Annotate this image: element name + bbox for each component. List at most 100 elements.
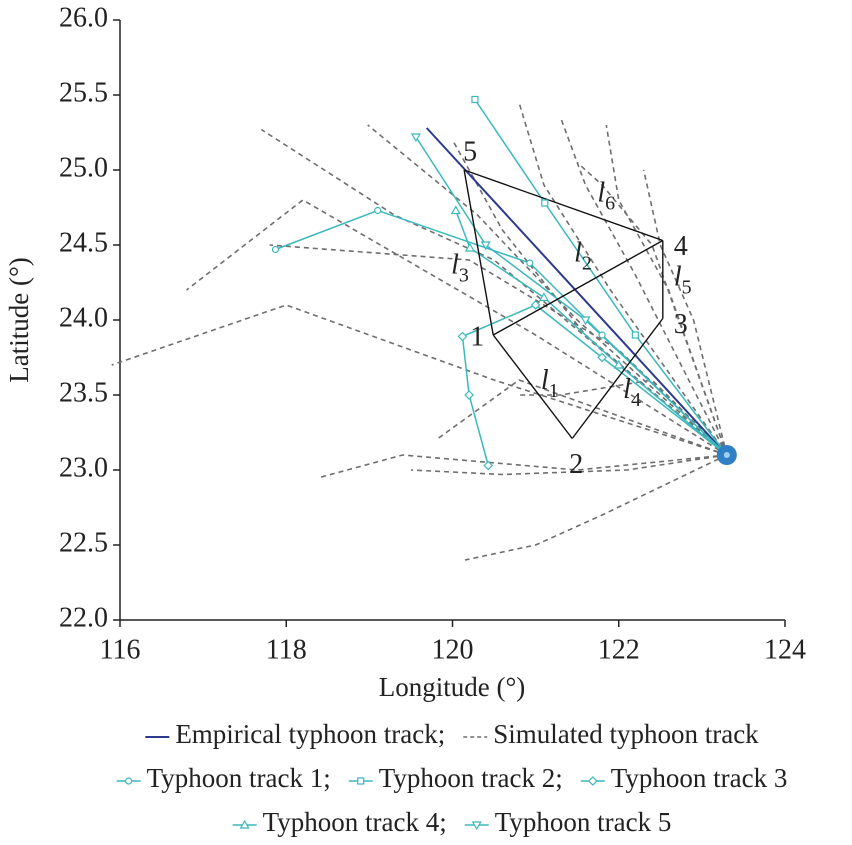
- track-marker: [580, 316, 591, 326]
- edge-label: l1: [541, 365, 559, 401]
- y-tick-label: 23.0: [59, 452, 108, 483]
- edge-label-sub: 3: [459, 264, 469, 286]
- simulated-track: [642, 169, 728, 456]
- legend-marker: [357, 777, 365, 785]
- legend-marker: [239, 819, 250, 829]
- polygon-edge: [492, 334, 573, 439]
- x-tick-label: 122: [598, 634, 640, 665]
- simulated-track: [319, 454, 727, 479]
- typhoon-eye: [723, 452, 730, 458]
- edge-label-letter: l: [541, 365, 549, 396]
- track-line: [275, 209, 728, 456]
- edge-label-sub: 6: [605, 192, 615, 214]
- track-marker: [410, 133, 421, 143]
- edge-label-letter: l: [674, 262, 682, 293]
- legend-label: Typhoon track 2;: [379, 763, 563, 793]
- x-axis-title: Longitude (°): [379, 672, 526, 702]
- vertex-label: 2: [569, 449, 583, 480]
- edge-label: l3: [451, 250, 469, 286]
- y-tick-label: 25.5: [59, 77, 108, 108]
- simulated-track: [605, 124, 728, 456]
- x-tick-label: 118: [266, 634, 307, 665]
- legend-marker: [471, 821, 482, 831]
- track-marker: [374, 206, 382, 215]
- track-marker: [613, 359, 624, 369]
- track-line: [474, 99, 728, 456]
- edge-label-letter: l: [623, 374, 631, 405]
- y-tick-label: 26.0: [59, 2, 108, 33]
- edge-label-sub: 1: [549, 380, 559, 402]
- legend-marker: [587, 776, 598, 786]
- track-marker: [471, 95, 479, 104]
- edge-label-letter: l: [597, 178, 605, 209]
- polygon-edge: [463, 169, 664, 242]
- legend-label: Typhoon track 3: [611, 763, 788, 793]
- simulated-track: [559, 117, 728, 456]
- simulated-track: [367, 124, 728, 456]
- legend-label: Typhoon track 5: [495, 807, 672, 837]
- track-marker: [464, 390, 474, 400]
- y-tick-label: 22.0: [59, 602, 108, 633]
- simulated-track: [410, 454, 727, 476]
- edge-label: l5: [674, 262, 692, 298]
- simulated-track: [186, 199, 728, 456]
- track-marker: [538, 292, 549, 302]
- y-tick-label: 24.0: [59, 302, 108, 333]
- vertex-label: 1: [470, 321, 484, 352]
- y-tick-label: 25.0: [59, 152, 108, 183]
- y-tick-label: 24.5: [59, 227, 108, 258]
- vertex-label: 4: [674, 231, 688, 262]
- simulated-track: [269, 244, 728, 456]
- legend-label: Empirical typhoon track;: [175, 719, 445, 749]
- track-marker: [450, 205, 461, 215]
- legend-marker: [125, 777, 133, 785]
- track-marker: [271, 245, 280, 254]
- track-marker: [483, 460, 494, 471]
- simulated-track: [435, 379, 728, 456]
- edge-label-sub: 2: [582, 252, 592, 274]
- edge-label: l2: [574, 238, 592, 274]
- legend-label: Typhoon track 4;: [263, 807, 447, 837]
- edge-label-letter: l: [574, 238, 582, 269]
- track-marker: [480, 241, 491, 251]
- legend-row: Typhoon track 4; Typhoon track 5: [232, 807, 672, 837]
- y-tick-label: 23.5: [59, 377, 108, 408]
- vertex-label: 5: [463, 136, 477, 167]
- y-axis-title: Latitude (°): [4, 257, 34, 383]
- track-line: [461, 304, 728, 466]
- polygon-edge: [463, 169, 494, 336]
- edge-label-sub: 4: [631, 389, 641, 411]
- polygon-edge: [571, 318, 664, 439]
- simulated-track: [576, 161, 728, 456]
- track-line: [425, 127, 728, 456]
- simulated-track: [464, 454, 728, 561]
- legend-row: Empirical typhoon track; Simulated typhoo…: [145, 719, 759, 749]
- track-marker: [597, 352, 607, 363]
- x-tick-label: 124: [764, 634, 806, 665]
- simulated-track: [451, 139, 728, 456]
- track-marker: [598, 331, 606, 339]
- track-line: [415, 136, 728, 456]
- x-tick-label: 116: [100, 634, 141, 665]
- x-tick-label: 120: [432, 634, 474, 665]
- simulated-track: [518, 102, 728, 456]
- legend-label: Typhoon track 1;: [147, 763, 331, 793]
- legend-row: Typhoon track 1; Typhoon track 2; Typhoon …: [116, 763, 788, 793]
- track-marker: [530, 300, 541, 310]
- simulated-track: [260, 128, 728, 456]
- track-marker: [464, 242, 475, 252]
- polygon-edge: [492, 239, 664, 336]
- track-marker: [457, 331, 468, 342]
- edge-label: l6: [597, 178, 615, 214]
- simulated-track: [111, 304, 728, 456]
- edge-label: l4: [623, 374, 641, 410]
- edge-label-sub: 5: [682, 276, 692, 298]
- legend-label: Simulated typhoon track: [493, 719, 759, 749]
- track-marker: [631, 331, 639, 339]
- edge-label-letter: l: [451, 250, 459, 281]
- track-marker: [541, 199, 549, 207]
- vertex-label: 3: [674, 309, 688, 340]
- track-marker: [526, 259, 534, 267]
- y-tick-label: 22.5: [59, 527, 108, 558]
